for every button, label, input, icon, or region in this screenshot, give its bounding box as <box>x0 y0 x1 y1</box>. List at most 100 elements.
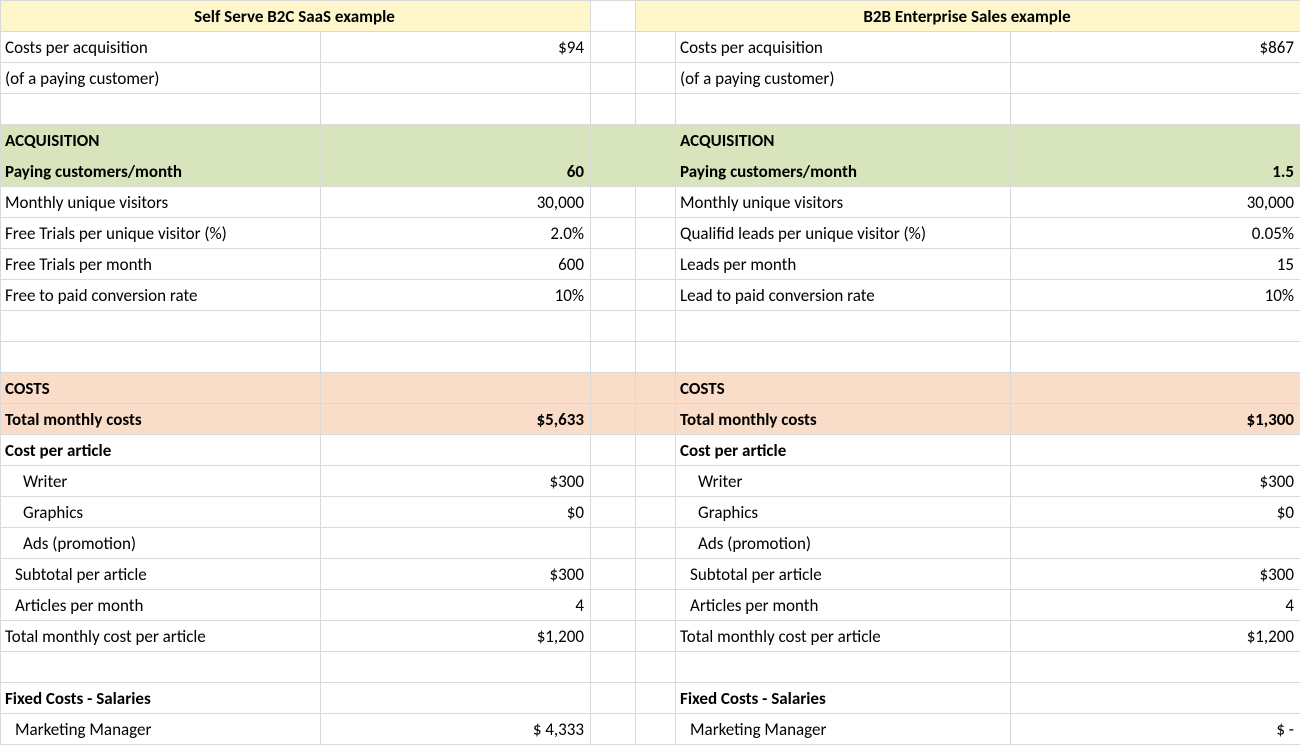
cell[interactable] <box>591 1 636 32</box>
cell[interactable] <box>1011 94 1300 125</box>
cell-label[interactable]: Subtotal per article <box>1 559 321 590</box>
cell[interactable] <box>676 342 1011 373</box>
cell-value[interactable]: $300 <box>1011 559 1300 590</box>
cell[interactable] <box>591 63 636 94</box>
cell[interactable] <box>1 342 321 373</box>
cell[interactable] <box>636 63 676 94</box>
cell[interactable] <box>636 94 676 125</box>
cell-value[interactable]: $ 4,333 <box>321 714 591 745</box>
cell[interactable] <box>321 652 591 683</box>
cell[interactable] <box>636 218 676 249</box>
cell-value[interactable] <box>321 528 591 559</box>
cell[interactable] <box>676 311 1011 342</box>
cell-label[interactable]: Articles per month <box>1 590 321 621</box>
cell-label[interactable]: Free Trials per month <box>1 249 321 280</box>
cell-value[interactable]: $ - <box>1011 714 1300 745</box>
cell[interactable] <box>1011 311 1300 342</box>
cell-label[interactable]: Monthly unique visitors <box>1 187 321 218</box>
cell[interactable] <box>591 590 636 621</box>
cell-label[interactable]: Ads (promotion) <box>676 528 1011 559</box>
cell[interactable] <box>591 218 636 249</box>
right-cpa-value[interactable]: $867 <box>1011 32 1300 63</box>
cell-value[interactable]: 30,000 <box>1011 187 1300 218</box>
right-cpa-sublabel[interactable]: (of a paying customer) <box>676 63 1011 94</box>
cell[interactable] <box>321 435 591 466</box>
cell[interactable] <box>591 714 636 745</box>
cell-value[interactable]: 2.0% <box>321 218 591 249</box>
cell-value[interactable]: $0 <box>1011 497 1300 528</box>
cell[interactable] <box>636 683 676 714</box>
cell-label[interactable]: Total monthly cost per article <box>676 621 1011 652</box>
cell-value[interactable]: 0.05% <box>1011 218 1300 249</box>
cell[interactable] <box>636 342 676 373</box>
left-fixed-header[interactable]: Fixed Costs - Salaries <box>1 683 321 714</box>
cell[interactable] <box>591 187 636 218</box>
cell-label[interactable]: Monthly unique visitors <box>676 187 1011 218</box>
left-cpa-section[interactable]: Cost per article <box>1 435 321 466</box>
cell[interactable] <box>1011 683 1300 714</box>
cell-label[interactable]: Lead to paid conversion rate <box>676 280 1011 311</box>
cell[interactable] <box>591 497 636 528</box>
cell[interactable] <box>1 652 321 683</box>
cell-value[interactable]: 600 <box>321 249 591 280</box>
cell-value[interactable] <box>1011 528 1300 559</box>
cell[interactable] <box>1011 652 1300 683</box>
cell-label[interactable]: Ads (promotion) <box>1 528 321 559</box>
cell[interactable] <box>676 652 1011 683</box>
cell[interactable] <box>591 435 636 466</box>
left-cpa-label[interactable]: Costs per acquisition <box>1 32 321 63</box>
right-fixed-header[interactable]: Fixed Costs - Salaries <box>676 683 1011 714</box>
cell[interactable] <box>636 280 676 311</box>
cell[interactable] <box>1011 63 1300 94</box>
cell-label[interactable]: Graphics <box>1 497 321 528</box>
cell[interactable] <box>636 497 676 528</box>
cell-label[interactable]: Writer <box>1 466 321 497</box>
cell[interactable] <box>591 559 636 590</box>
cell-label[interactable]: Marketing Manager <box>676 714 1011 745</box>
cell[interactable] <box>636 652 676 683</box>
cell-value[interactable]: $300 <box>1011 466 1300 497</box>
left-cpa-sublabel[interactable]: (of a paying customer) <box>1 63 321 94</box>
cell[interactable] <box>591 528 636 559</box>
cell-value[interactable]: 10% <box>1011 280 1300 311</box>
cell-label[interactable]: Free Trials per unique visitor (%) <box>1 218 321 249</box>
cell[interactable] <box>591 466 636 497</box>
cell-value[interactable]: 15 <box>1011 249 1300 280</box>
cell[interactable] <box>591 621 636 652</box>
cell-label[interactable]: Subtotal per article <box>676 559 1011 590</box>
cell-label[interactable]: Total monthly cost per article <box>1 621 321 652</box>
cell[interactable] <box>1 94 321 125</box>
cell-label[interactable]: Leads per month <box>676 249 1011 280</box>
cell[interactable] <box>321 683 591 714</box>
cell[interactable] <box>591 683 636 714</box>
cell[interactable] <box>591 32 636 63</box>
cell-label[interactable]: Graphics <box>676 497 1011 528</box>
cell[interactable] <box>591 94 636 125</box>
cell[interactable] <box>636 590 676 621</box>
cell-label[interactable]: Articles per month <box>676 590 1011 621</box>
cell[interactable] <box>636 621 676 652</box>
cell[interactable] <box>321 63 591 94</box>
cell[interactable] <box>636 714 676 745</box>
cell[interactable] <box>591 249 636 280</box>
cell[interactable] <box>591 652 636 683</box>
cell[interactable] <box>636 32 676 63</box>
cell[interactable] <box>636 187 676 218</box>
cell-value[interactable]: 4 <box>1011 590 1300 621</box>
cell-value[interactable]: 4 <box>321 590 591 621</box>
cell[interactable] <box>591 280 636 311</box>
cell[interactable] <box>636 528 676 559</box>
right-cpa-section[interactable]: Cost per article <box>676 435 1011 466</box>
right-cpa-label[interactable]: Costs per acquisition <box>676 32 1011 63</box>
cell[interactable] <box>1 311 321 342</box>
cell[interactable] <box>636 466 676 497</box>
cell-value[interactable]: $0 <box>321 497 591 528</box>
cell-value[interactable]: $300 <box>321 466 591 497</box>
cell[interactable] <box>676 94 1011 125</box>
cell[interactable] <box>636 249 676 280</box>
cell-value[interactable]: $300 <box>321 559 591 590</box>
cell-value[interactable]: 30,000 <box>321 187 591 218</box>
cell[interactable] <box>591 342 636 373</box>
cell-label[interactable]: Marketing Manager <box>1 714 321 745</box>
cell[interactable] <box>636 559 676 590</box>
